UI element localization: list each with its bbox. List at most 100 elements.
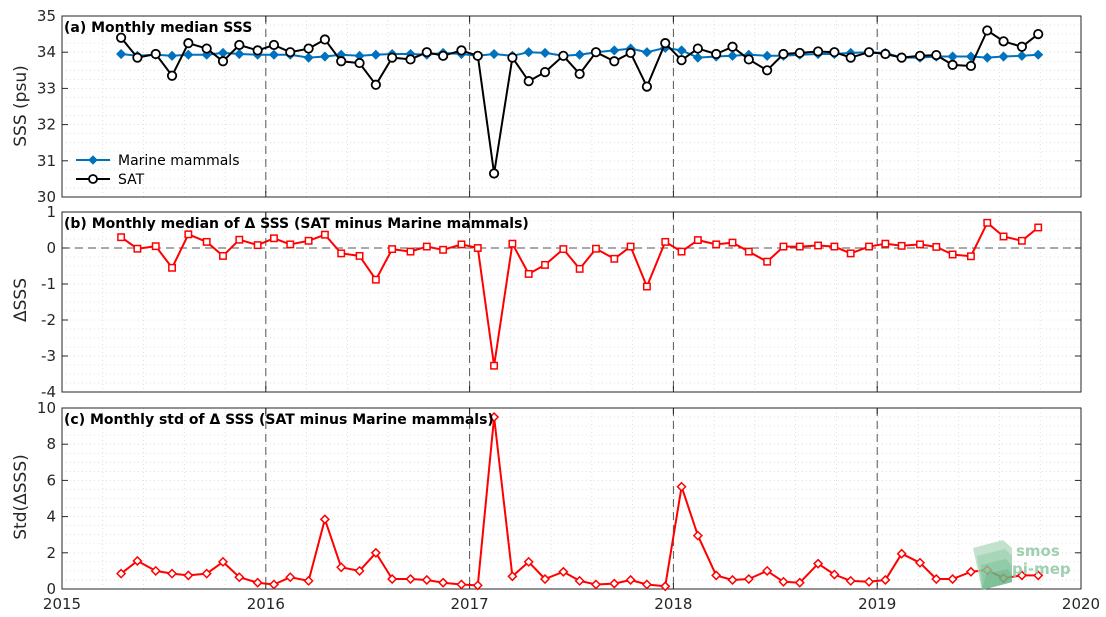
data-point bbox=[574, 49, 585, 60]
data-point bbox=[712, 240, 721, 249]
data-point bbox=[370, 49, 381, 60]
data-point bbox=[863, 576, 875, 587]
data-point bbox=[488, 411, 500, 423]
data-point bbox=[507, 571, 518, 582]
data-point bbox=[319, 34, 331, 45]
data-point bbox=[779, 242, 788, 251]
data-point bbox=[523, 47, 534, 58]
data-point bbox=[692, 530, 703, 541]
data-point bbox=[813, 558, 824, 569]
data-point bbox=[743, 573, 754, 585]
plot-area bbox=[62, 16, 1081, 197]
data-point bbox=[253, 241, 262, 250]
data-point bbox=[116, 568, 127, 579]
data-point bbox=[270, 234, 278, 243]
data-point bbox=[865, 242, 873, 251]
panel-a-title: (a) Monthly median SSS bbox=[64, 20, 252, 36]
data-point bbox=[830, 242, 839, 251]
panel-c-ylabel: Std(ΔSSS) bbox=[11, 454, 31, 540]
data-point bbox=[558, 566, 569, 577]
data-point bbox=[845, 575, 856, 586]
data-point bbox=[268, 579, 280, 590]
y-tick-label: -4 bbox=[41, 383, 56, 401]
data-point bbox=[762, 50, 773, 61]
data-point bbox=[539, 67, 551, 78]
y-tick-label: 35 bbox=[37, 7, 56, 25]
data-point bbox=[794, 577, 805, 588]
panel-b-ylabel: ΔSSS bbox=[11, 278, 31, 322]
data-point bbox=[166, 50, 178, 61]
y-tick-label: 6 bbox=[46, 471, 56, 489]
y-tick-label: -2 bbox=[41, 311, 56, 329]
data-point bbox=[999, 232, 1008, 241]
data-point bbox=[762, 65, 773, 76]
legend-marine-label: Marine mammals bbox=[118, 153, 240, 169]
y-tick-label: 8 bbox=[46, 435, 56, 453]
data-point bbox=[846, 249, 855, 258]
data-point bbox=[763, 257, 772, 266]
data-point bbox=[711, 48, 722, 60]
data-point bbox=[405, 54, 416, 65]
data-point bbox=[743, 54, 754, 65]
data-point bbox=[285, 572, 296, 583]
data-point bbox=[558, 50, 569, 61]
data-point bbox=[1034, 223, 1043, 232]
data-point bbox=[609, 45, 620, 56]
data-point bbox=[982, 25, 993, 36]
data-point bbox=[711, 570, 722, 581]
data-point bbox=[1033, 49, 1044, 60]
data-point bbox=[133, 244, 142, 253]
data-point bbox=[965, 60, 977, 72]
data-point bbox=[966, 252, 975, 261]
y-tick-label: 2 bbox=[46, 544, 56, 562]
x-tick-label: 2016 bbox=[247, 595, 285, 613]
data-point bbox=[896, 548, 907, 559]
y-tick-label: 4 bbox=[46, 508, 56, 526]
data-point bbox=[692, 43, 703, 54]
data-point bbox=[692, 52, 703, 63]
data-point bbox=[539, 573, 551, 585]
data-point bbox=[166, 70, 178, 81]
data-point bbox=[795, 242, 804, 251]
data-point bbox=[1033, 570, 1044, 581]
y-tick-label: 34 bbox=[37, 43, 56, 61]
axes-frame bbox=[61, 407, 1082, 590]
data-point bbox=[812, 46, 824, 57]
data-point bbox=[303, 43, 314, 54]
data-point bbox=[660, 581, 671, 592]
data-point bbox=[896, 52, 907, 63]
data-point bbox=[609, 578, 620, 589]
data-point bbox=[1016, 570, 1027, 581]
data-point bbox=[285, 47, 296, 58]
data-point bbox=[897, 241, 906, 250]
data-point bbox=[609, 56, 620, 67]
y-tick-label: 31 bbox=[37, 152, 56, 170]
data-point bbox=[132, 52, 143, 63]
data-point bbox=[151, 242, 160, 251]
data-point bbox=[778, 48, 789, 60]
data-point bbox=[490, 361, 499, 370]
y-tick-label: 1 bbox=[46, 203, 56, 221]
data-point bbox=[727, 50, 738, 61]
data-point bbox=[268, 39, 280, 51]
data-point bbox=[744, 247, 753, 256]
data-point bbox=[727, 574, 738, 586]
data-point bbox=[456, 579, 467, 590]
data-point bbox=[727, 41, 738, 52]
data-point bbox=[863, 47, 875, 58]
data-point bbox=[983, 218, 992, 227]
axes-frame bbox=[61, 15, 1082, 198]
data-point bbox=[641, 579, 652, 590]
data-point bbox=[574, 575, 585, 586]
data-point bbox=[252, 45, 263, 56]
data-point bbox=[168, 263, 177, 272]
data-point bbox=[234, 572, 245, 583]
data-point bbox=[641, 47, 652, 58]
data-point bbox=[829, 47, 840, 58]
data-point bbox=[303, 52, 314, 63]
data-point bbox=[117, 233, 126, 242]
panel-c: 0 2 4 6 8 10 2015 2016 2017 2018 2019 2020 bbox=[37, 399, 1100, 613]
data-point bbox=[1017, 236, 1026, 245]
